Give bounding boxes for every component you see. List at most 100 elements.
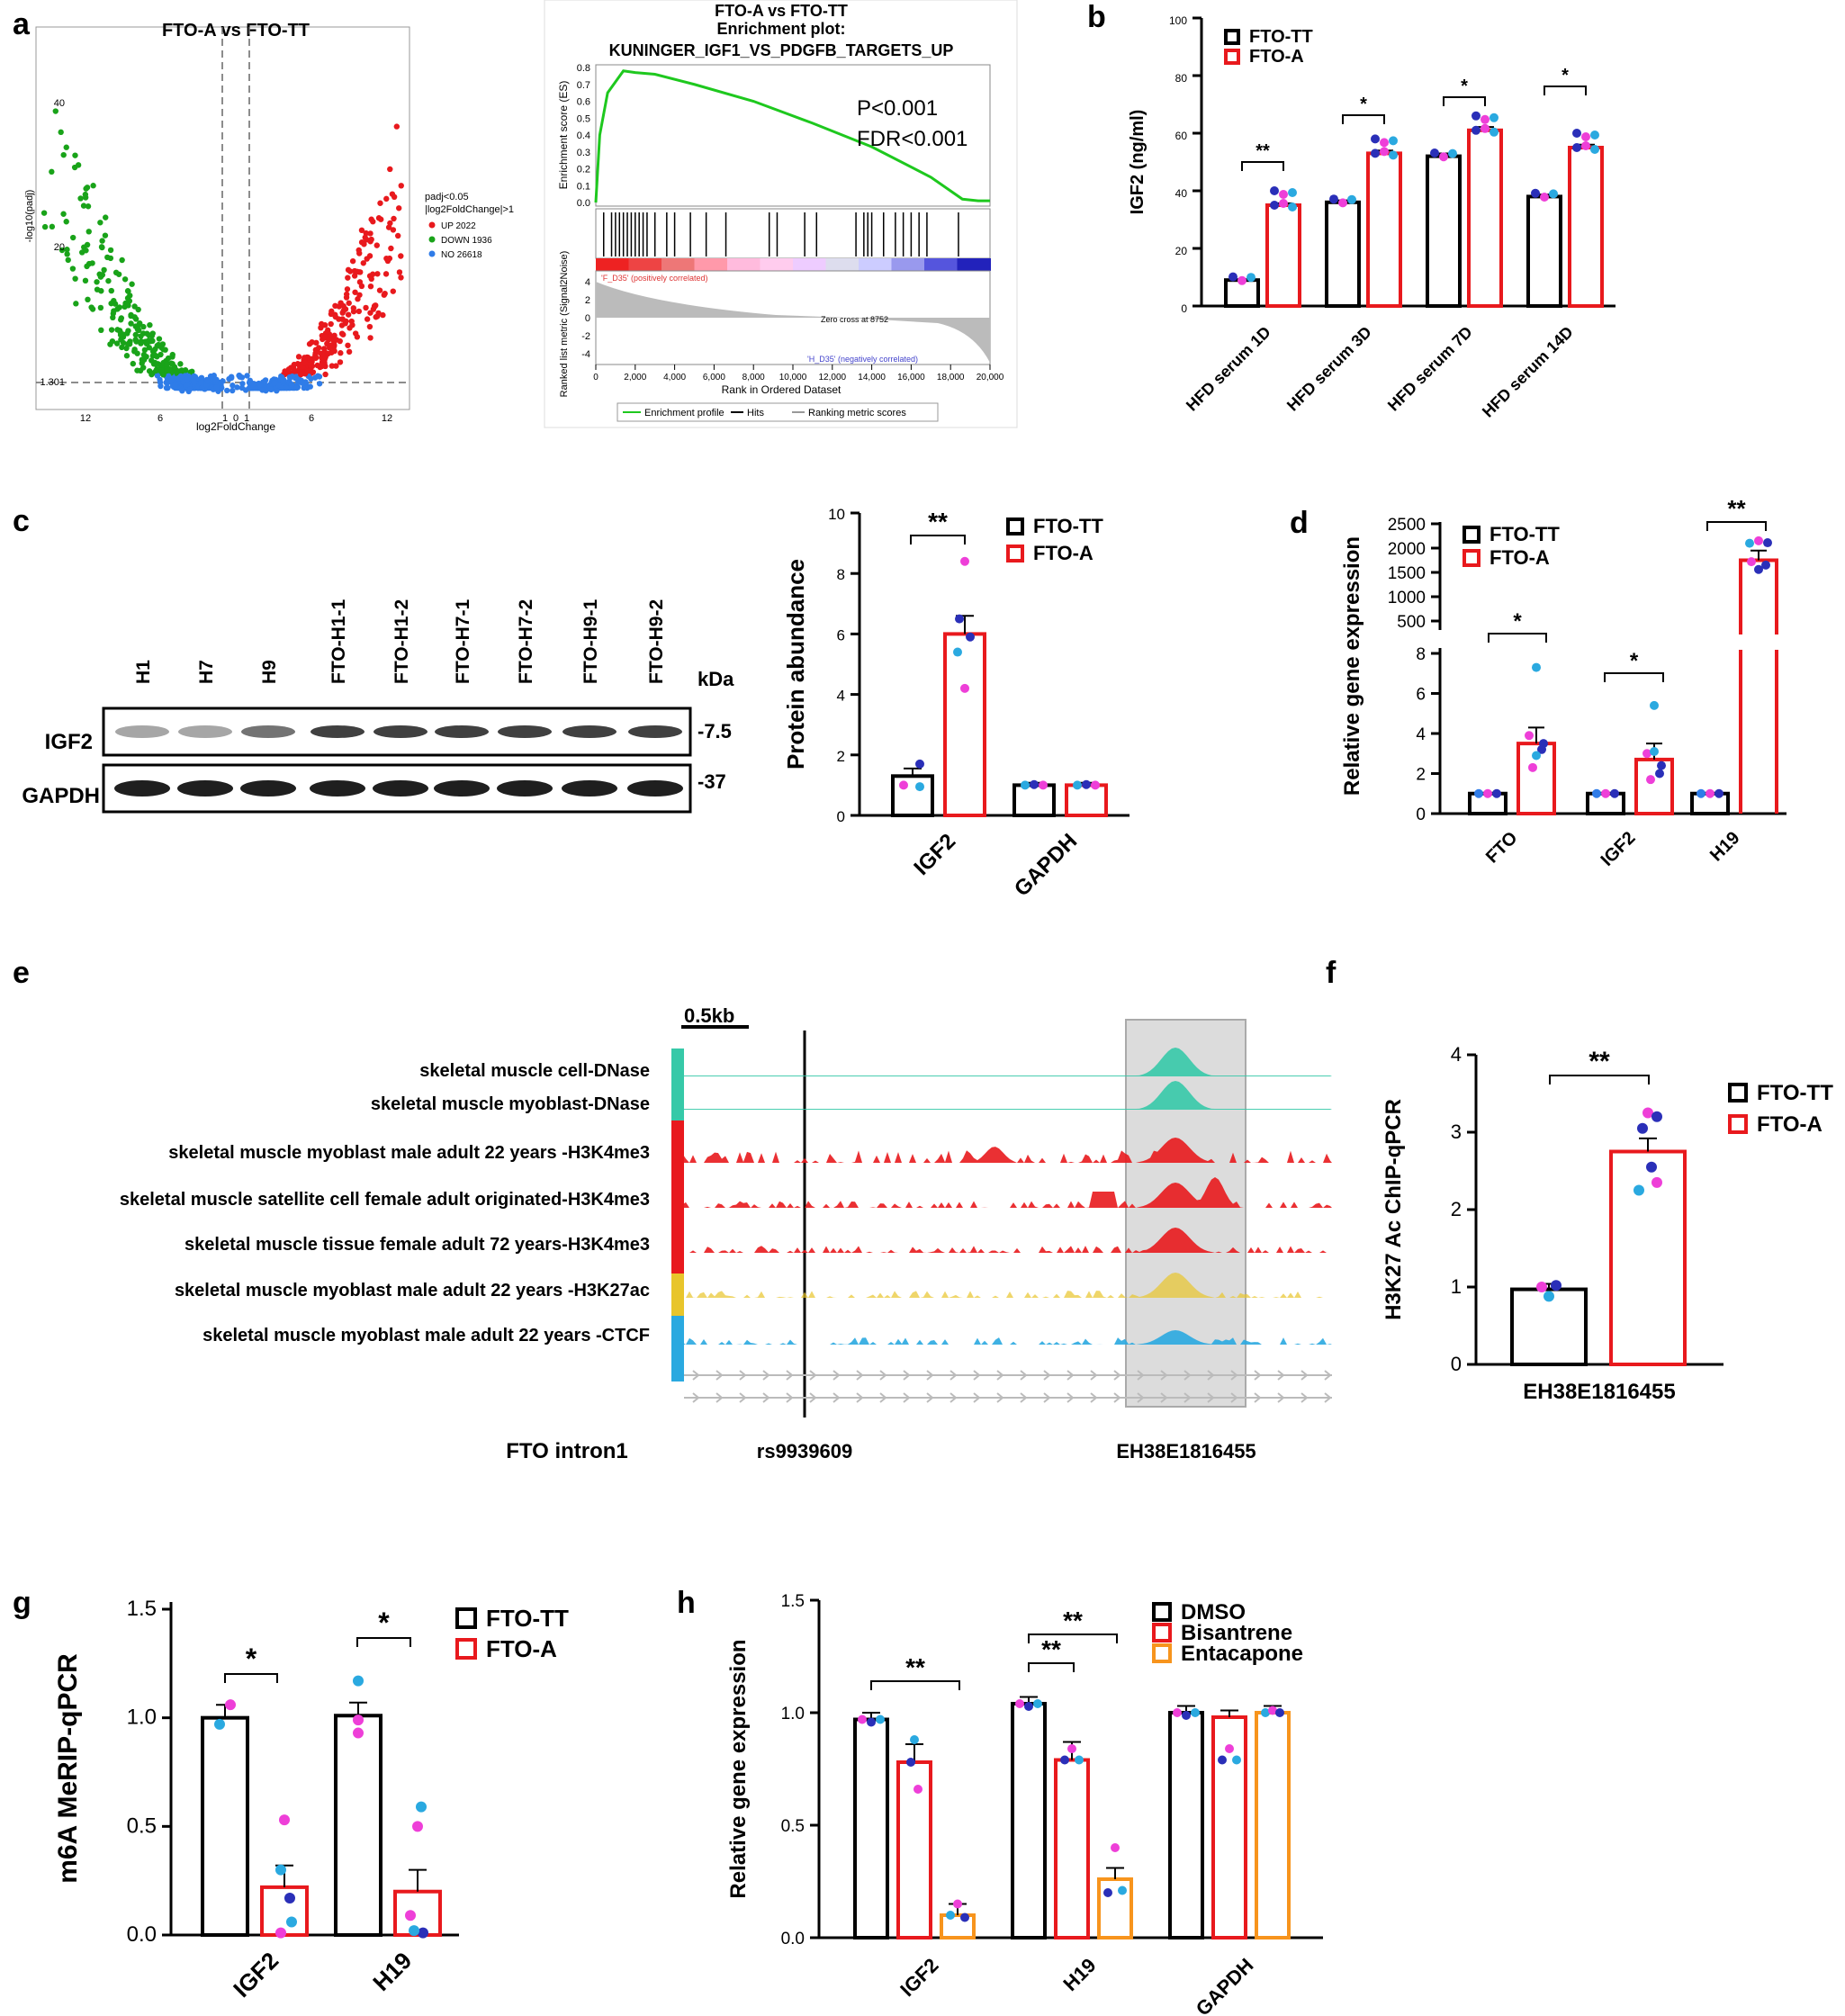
- volcano-point: [158, 367, 165, 374]
- volcano-point: [356, 269, 363, 275]
- volcano-point: [90, 183, 96, 189]
- volcano-point: [364, 316, 371, 322]
- volcano-point: [398, 253, 404, 259]
- volcano-point: [320, 361, 326, 368]
- volcano-point: [367, 283, 374, 290]
- track-label: skeletal muscle cell-DNase: [419, 1061, 650, 1081]
- h-data-point: [953, 1899, 962, 1909]
- g-data-point: [353, 1714, 364, 1726]
- volcano-ytick: 1.301: [40, 377, 65, 388]
- volcano-point: [346, 300, 352, 306]
- h-data-point: [1118, 1886, 1127, 1895]
- tracks-color-bar: [671, 1048, 684, 1094]
- d-ytick-label: 500: [1397, 613, 1426, 632]
- b-data-point: [1430, 148, 1439, 158]
- d-significance-bracket: [1706, 521, 1767, 531]
- f-legend-fto-tt-label: FTO-TT: [1757, 1081, 1833, 1105]
- g-legend-fto-a-swatch: [455, 1638, 477, 1660]
- volcano-point: [398, 183, 404, 189]
- d-data-point: [1754, 536, 1763, 545]
- h-data-point: [867, 1717, 876, 1727]
- f-data-point: [1652, 1111, 1662, 1122]
- b-data-point: [1590, 145, 1599, 154]
- volcano-point: [138, 333, 144, 339]
- h-significance-bracket: [870, 1680, 960, 1690]
- volcano-point: [125, 302, 131, 309]
- volcano-point: [142, 338, 148, 345]
- b-ytick-label: 20: [1175, 245, 1188, 257]
- h-significance-label: **: [905, 1653, 925, 1681]
- b-data-point: [1490, 112, 1498, 122]
- gsea-xticklabel: 12,000: [819, 373, 847, 382]
- volcano-point: [160, 372, 166, 378]
- volcano-point: [85, 203, 92, 210]
- tracks-gene-arrow: [692, 1370, 700, 1381]
- volcano-point: [163, 384, 170, 392]
- western-gapdh-label: GAPDH: [22, 784, 100, 808]
- tracks-gene-arrow: [1324, 1370, 1332, 1381]
- volcano-point: [186, 386, 194, 392]
- d-data-point: [1532, 662, 1541, 672]
- f-data-point: [1536, 1282, 1547, 1292]
- b-bar-fto-a: [1568, 146, 1604, 308]
- d-data-point: [1745, 538, 1754, 548]
- volcano-point: [64, 251, 70, 257]
- c-data-point: [1073, 780, 1082, 790]
- b-data-point: [1572, 129, 1581, 138]
- volcano-point: [244, 373, 250, 379]
- volcano-point: [352, 289, 358, 295]
- b-ytick-label: 40: [1175, 187, 1188, 200]
- volcano-point: [383, 195, 390, 202]
- d-legend-fto-tt-label: FTO-TT: [1490, 523, 1560, 545]
- volcano-point: [119, 256, 125, 264]
- d-data-point: [1754, 564, 1763, 574]
- b-significance-bracket: [1544, 86, 1587, 95]
- g-significance-bracket: [356, 1637, 411, 1647]
- volcano-point: [108, 287, 114, 294]
- western-igf2-band: [562, 725, 616, 738]
- volcano-point: [351, 273, 358, 279]
- h-significance-label: **: [1063, 1606, 1083, 1634]
- f-ytick-label: 0: [1451, 1353, 1462, 1375]
- tracks-gene-arrow: [692, 1392, 700, 1403]
- volcano-point: [384, 257, 392, 265]
- b-data-point: [1480, 114, 1490, 124]
- volcano-point: [288, 381, 295, 388]
- f-significance-label: **: [1588, 1047, 1610, 1076]
- h-significance-label: **: [1041, 1635, 1061, 1663]
- volcano-point: [302, 359, 309, 366]
- f-ytick-label: 2: [1451, 1198, 1462, 1220]
- d-category-label: H19: [1706, 828, 1744, 866]
- d-data-point: [1592, 788, 1601, 798]
- tracks-color-bar: [671, 1120, 684, 1179]
- b-legend-fto-tt-swatch: [1224, 29, 1240, 45]
- volcano-point: [86, 260, 93, 267]
- volcano-point: [107, 247, 114, 254]
- western-kda-header: kDa: [698, 668, 734, 690]
- gsea-es-tick: 0.6: [577, 97, 590, 108]
- d-data-point: [1657, 760, 1666, 770]
- volcano-point: [184, 382, 190, 388]
- c-category-label: GAPDH: [1010, 829, 1082, 901]
- volcano-point: [60, 151, 67, 158]
- c-ytick-label: 8: [837, 566, 845, 583]
- tracks-gene-arrow: [1254, 1370, 1262, 1381]
- volcano-point: [191, 379, 198, 386]
- western-lane-label: FTO-H1-2: [392, 599, 412, 684]
- h-ylabel: Relative gene expression: [726, 1639, 751, 1898]
- h-data-point: [1015, 1699, 1024, 1708]
- panel-letter-g: g: [13, 1586, 32, 1620]
- b-data-point: [1279, 199, 1288, 208]
- volcano-point: [131, 314, 138, 320]
- volcano-xtick: 12: [382, 413, 392, 424]
- volcano-point: [83, 248, 89, 254]
- b-significance-label: *: [1562, 66, 1569, 86]
- d-ytick-label: 6: [1416, 686, 1426, 705]
- h-category-label: H19: [1058, 1954, 1100, 1995]
- volcano-xtick: 6: [158, 413, 163, 424]
- b-data-point: [1246, 273, 1256, 283]
- western-gapdh-kda: -37: [698, 770, 726, 793]
- track-label: skeletal muscle myoblast male adult 22 y…: [175, 1281, 650, 1300]
- gsea-es-tick: 0.5: [577, 113, 590, 124]
- b-category-label: HFD serum 1D: [1183, 323, 1274, 415]
